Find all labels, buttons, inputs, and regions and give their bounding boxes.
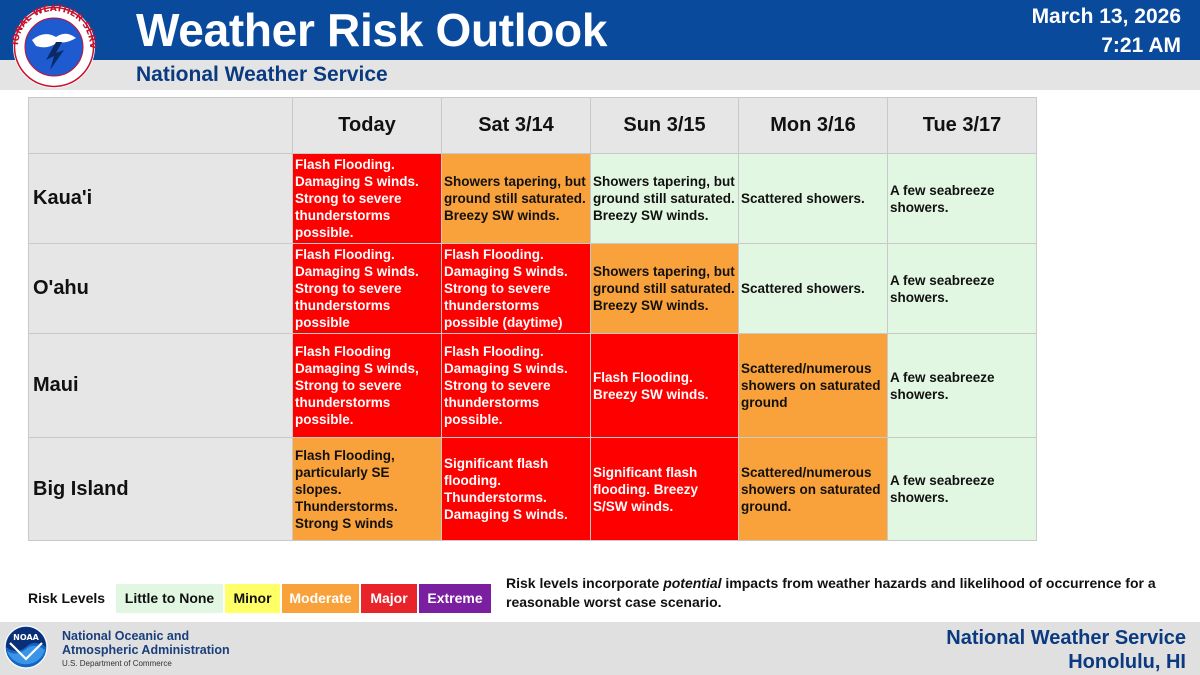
issue-date: March 13, 2026: [1031, 5, 1181, 28]
nws-logo-icon: NATIONAL WEATHER SERVICE: [6, 4, 97, 88]
risk-cell: Scattered showers.: [738, 243, 888, 334]
risk-cell: Showers tapering, but ground still satur…: [441, 153, 591, 244]
table-row: O'ahu Flash Flooding. Damaging S winds. S…: [28, 243, 1037, 334]
noaa-name-line: Atmospheric Administration: [62, 643, 230, 657]
table-header-row: Today Sat 3/14 Sun 3/15 Mon 3/16 Tue 3/1…: [28, 97, 1037, 154]
legend-label: Risk Levels: [28, 590, 106, 606]
legend-chip-little-to-none: Little to None: [116, 584, 223, 613]
risk-cell: Flash Flooding. Damaging S winds. Strong…: [441, 243, 591, 334]
risk-cell: A few seabreeze showers.: [887, 333, 1037, 438]
risk-cell: Significant flash flooding. Thunderstorm…: [441, 437, 591, 541]
risk-cell: Scattered/numerous showers on saturated …: [738, 333, 888, 438]
column-header-day: Sat 3/14: [441, 97, 591, 154]
note-text: Risk levels incorporate: [506, 575, 664, 591]
risk-outlook-table: Today Sat 3/14 Sun 3/15 Mon 3/16 Tue 3/1…: [28, 97, 1037, 541]
risk-cell: Flash Flooding. Breezy SW winds.: [590, 333, 739, 438]
island-label: Maui: [28, 333, 293, 438]
nws-office-name: National Weather Service: [946, 627, 1186, 649]
risk-cell: A few seabreeze showers.: [887, 437, 1037, 541]
risk-levels-note: Risk levels incorporate potential impact…: [506, 574, 1176, 612]
island-label: Big Island: [28, 437, 293, 541]
risk-cell: Flash Flooding. Damaging S winds. Strong…: [441, 333, 591, 438]
noaa-logo-text: NOAA: [13, 633, 39, 642]
risk-cell: Flash Flooding Damaging S winds, Strong …: [292, 333, 442, 438]
table-row: Maui Flash Flooding Damaging S winds, Str…: [28, 333, 1037, 438]
legend-chip-extreme: Extreme: [419, 584, 491, 613]
nws-office: National Weather Service Honolulu, HI: [946, 626, 1186, 674]
subheader-bar: [0, 60, 1200, 90]
risk-cell: Flash Flooding. Damaging S winds. Strong…: [292, 153, 442, 244]
column-header-day: Mon 3/16: [738, 97, 888, 154]
legend-chip-major: Major: [361, 584, 417, 613]
table-row: Kaua'i Flash Flooding. Damaging S winds. …: [28, 153, 1037, 244]
header-bar: [0, 0, 1200, 60]
risk-cell: Scattered/numerous showers on saturated …: [738, 437, 888, 541]
risk-cell: Showers tapering, but ground still satur…: [590, 243, 739, 334]
noaa-logo-icon: NOAA: [4, 625, 48, 669]
noaa-department: U.S. Department of Commerce: [62, 659, 172, 668]
risk-cell: A few seabreeze showers.: [887, 153, 1037, 244]
risk-cell: Significant flash flooding. Breezy S/SW …: [590, 437, 739, 541]
table-corner-cell: [28, 97, 293, 154]
nws-office-location: Honolulu, HI: [1068, 651, 1186, 673]
note-emphasis: potential: [663, 575, 722, 591]
noaa-name: National Oceanic and Atmospheric Adminis…: [62, 629, 230, 657]
issue-time: 7:21 AM: [1101, 34, 1181, 57]
island-label: Kaua'i: [28, 153, 293, 244]
footer-bar: [0, 622, 1200, 675]
risk-cell: Flash Flooding. Damaging S winds. Strong…: [292, 243, 442, 334]
note-text: impacts from weather hazards and likelih…: [506, 575, 1156, 610]
island-label: O'ahu: [28, 243, 293, 334]
column-header-day: Sun 3/15: [590, 97, 739, 154]
page-subtitle: National Weather Service: [136, 63, 388, 86]
legend-chip-moderate: Moderate: [282, 584, 359, 613]
risk-cell: Scattered showers.: [738, 153, 888, 244]
page-title: Weather Risk Outlook: [136, 4, 608, 56]
column-header-day: Today: [292, 97, 442, 154]
risk-cell: Showers tapering, but ground still satur…: [590, 153, 739, 244]
legend-chip-minor: Minor: [225, 584, 280, 613]
risk-cell: A few seabreeze showers.: [887, 243, 1037, 334]
table-row: Big Island Flash Flooding, particularly S…: [28, 437, 1037, 541]
noaa-name-line: National Oceanic and: [62, 629, 190, 643]
risk-cell: Flash Flooding, particularly SE slopes. …: [292, 437, 442, 541]
column-header-day: Tue 3/17: [887, 97, 1037, 154]
